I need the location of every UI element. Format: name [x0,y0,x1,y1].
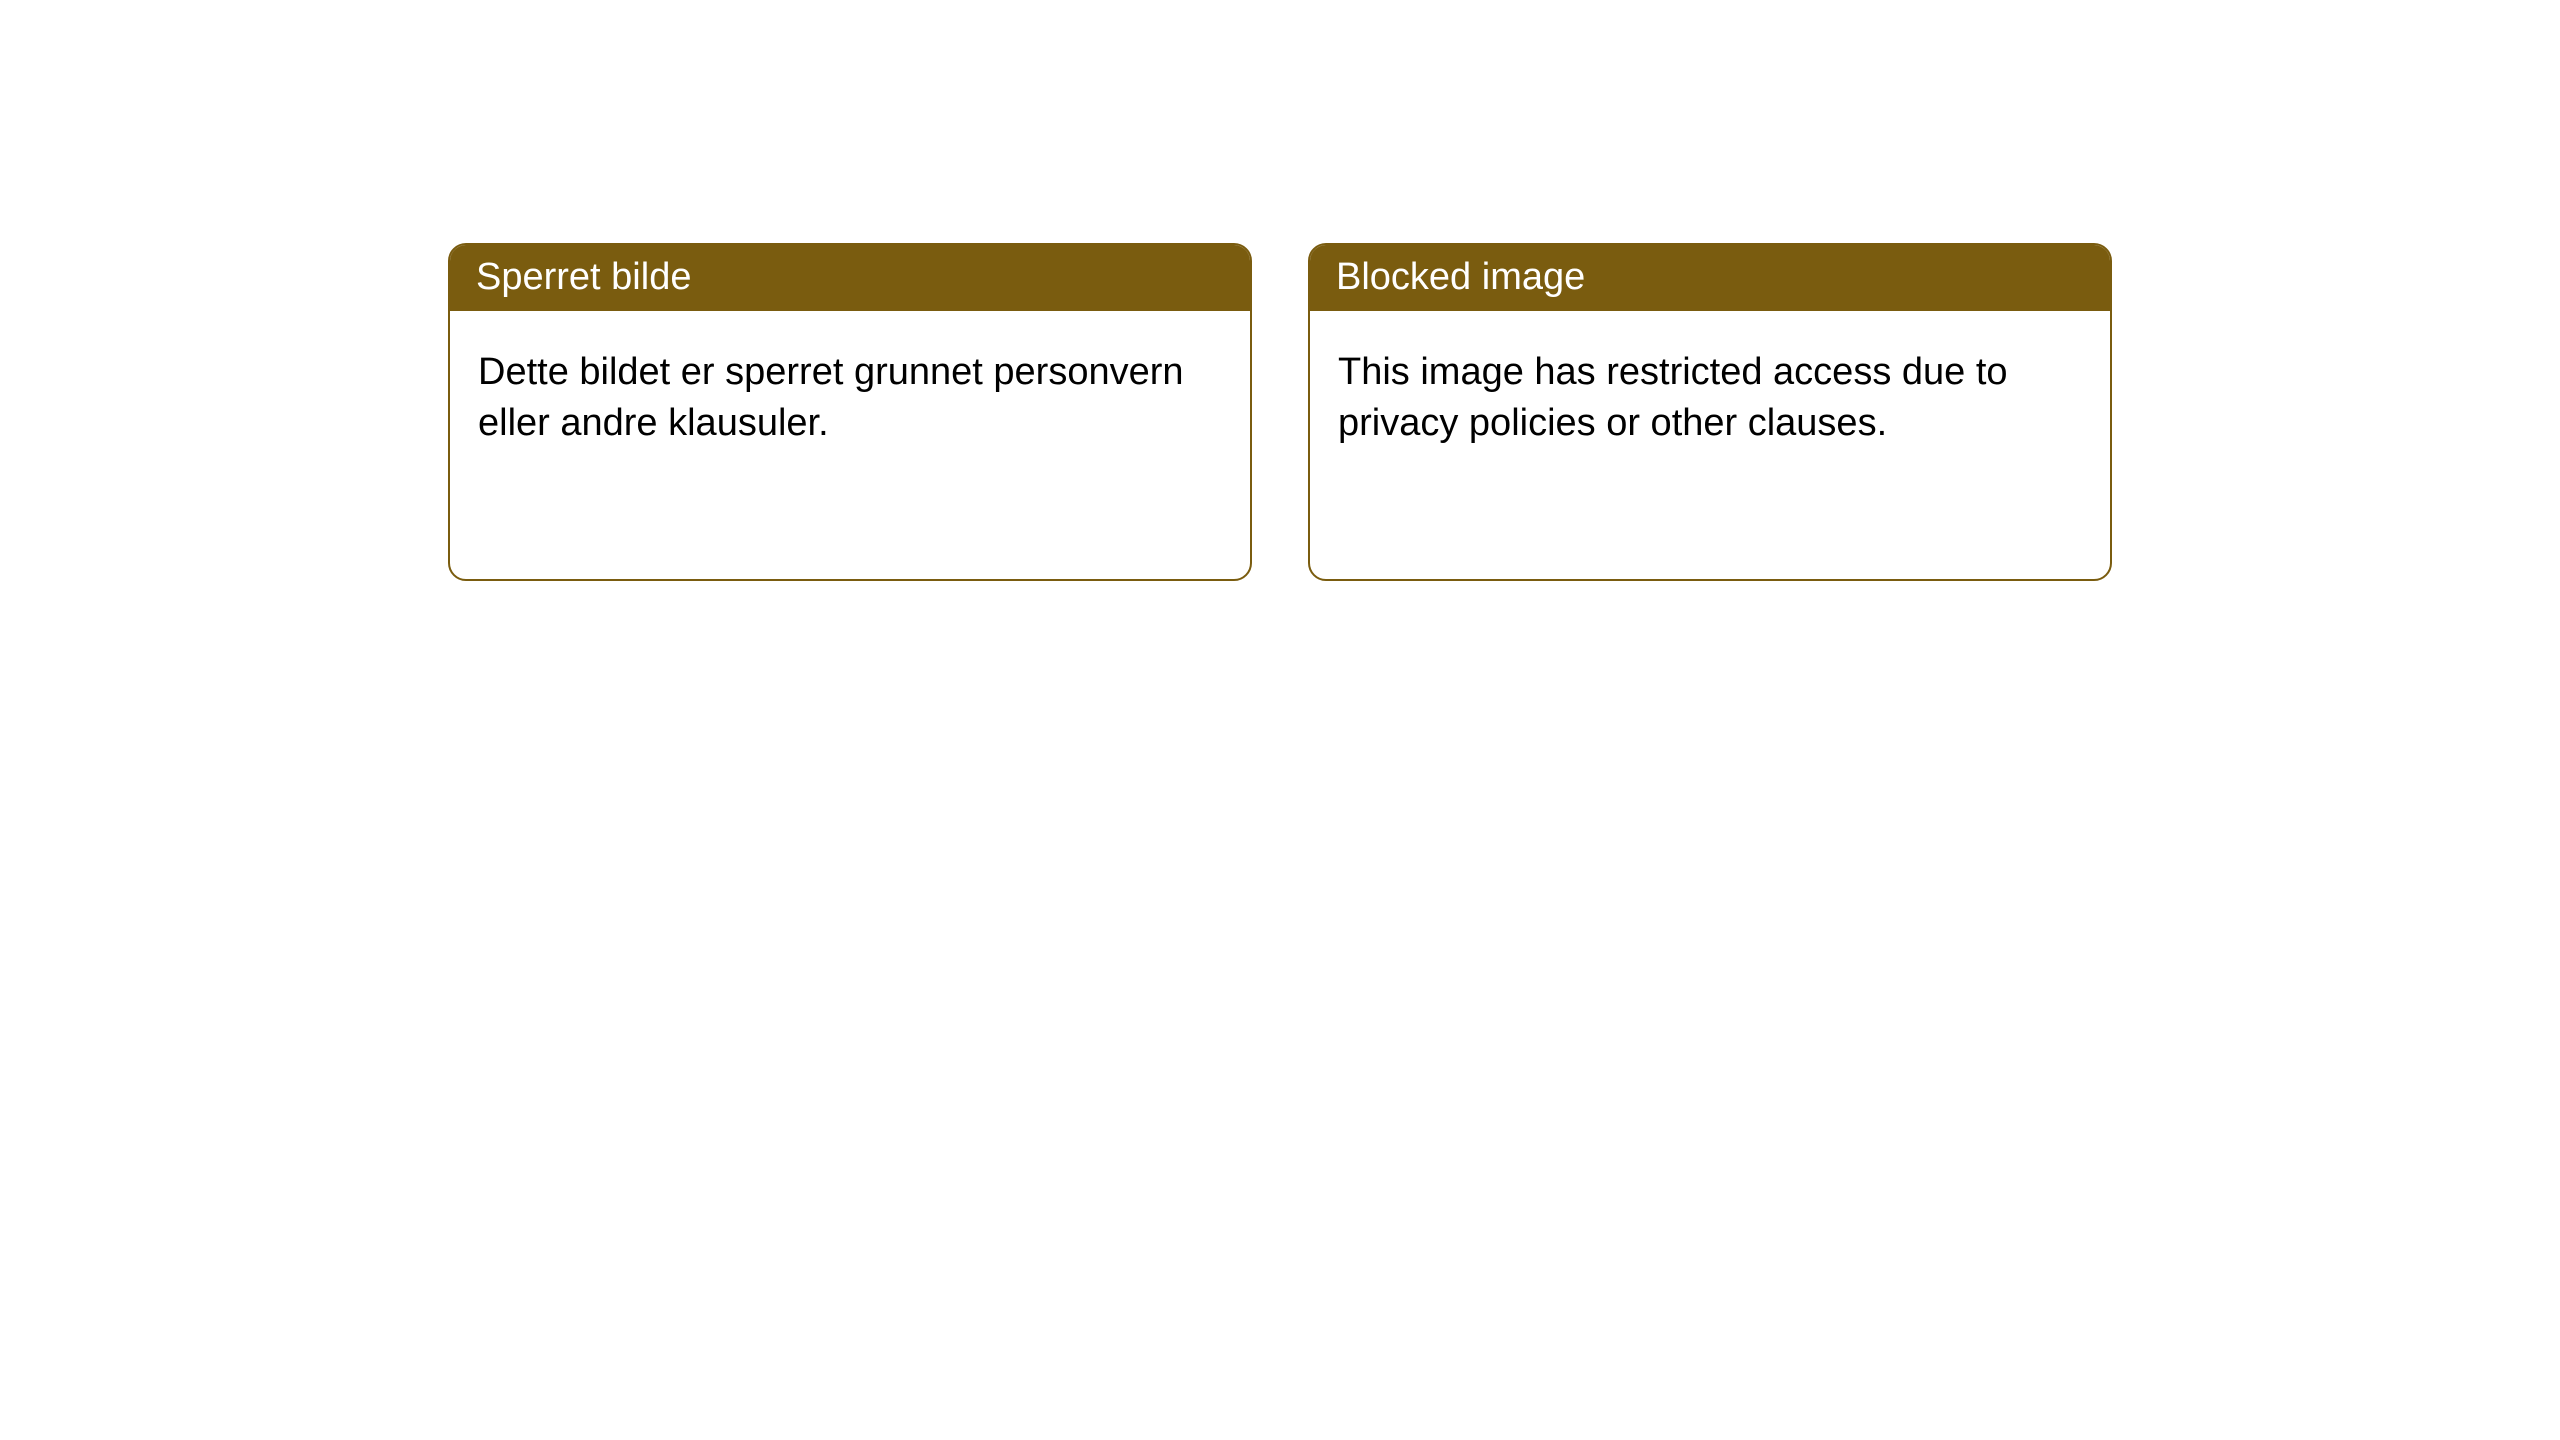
notice-card-body: This image has restricted access due to … [1310,311,2110,486]
notice-card-norwegian: Sperret bilde Dette bildet er sperret gr… [448,243,1252,581]
notice-card-title: Sperret bilde [450,245,1250,311]
notice-card-body: Dette bildet er sperret grunnet personve… [450,311,1250,486]
notice-card-title: Blocked image [1310,245,2110,311]
notice-cards-container: Sperret bilde Dette bildet er sperret gr… [0,0,2560,581]
notice-card-english: Blocked image This image has restricted … [1308,243,2112,581]
